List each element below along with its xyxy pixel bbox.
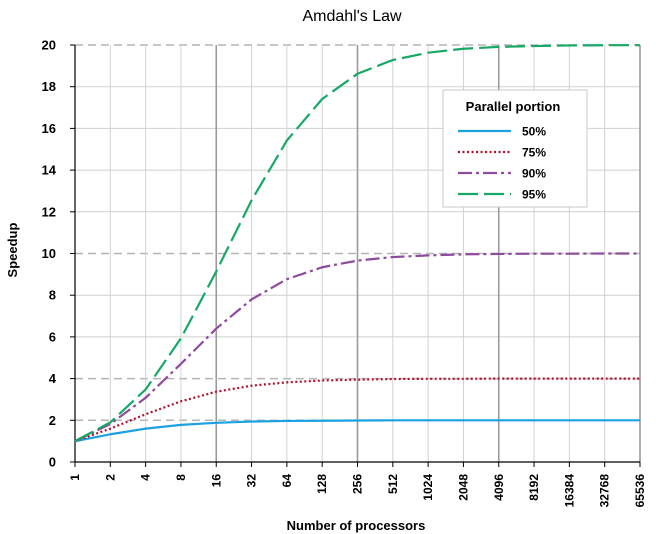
y-tick-label: 16 — [42, 121, 56, 136]
series-line-50pct — [74, 419, 640, 443]
x-tick-label: 4 — [139, 474, 153, 481]
x-tick-label: 2 — [103, 474, 117, 481]
y-tick-label: 4 — [49, 371, 57, 386]
legend-items: 50% 75% 90% 95% — [458, 125, 546, 202]
x-tick-label: 16 — [209, 474, 223, 488]
y-tick-label: 14 — [42, 163, 57, 178]
legend-label: 90% — [522, 167, 546, 181]
x-axis-label: Number of processors — [287, 518, 426, 533]
x-tick-label: 64 — [280, 474, 294, 488]
y-tick-label: 20 — [42, 38, 56, 53]
legend-title: Parallel portion — [466, 99, 561, 114]
legend-label: 75% — [522, 146, 546, 160]
y-tick-label: 18 — [42, 79, 56, 94]
y-tick-label: 10 — [42, 246, 56, 261]
x-tick-label: 256 — [351, 474, 365, 494]
x-tick-label: 1 — [68, 474, 82, 481]
y-tick-label: 8 — [49, 288, 56, 303]
legend: Parallel portion 50% 75% 90% 95% — [442, 89, 588, 208]
x-tick-label: 128 — [315, 474, 329, 494]
x-tick-label: 32 — [245, 474, 259, 488]
x-tick-label: 1024 — [421, 474, 435, 501]
chart-title: Amdahl's Law — [302, 8, 402, 25]
series-line-95pct — [74, 44, 640, 443]
y-tick-labels: 0 2 4 6 8 10 12 14 16 18 20 — [42, 38, 75, 470]
x-tick-label: 16384 — [562, 474, 576, 508]
x-tick-label: 2048 — [456, 474, 470, 501]
x-tick-labels: 1 2 4 8 16 32 64 128 256 512 1024 2048 4096 8192 16384… — [68, 462, 647, 507]
series-line-90pct — [74, 252, 640, 443]
x-tick-label: 512 — [386, 474, 400, 494]
legend-label: 50% — [522, 125, 546, 139]
x-tick-label: 32768 — [598, 474, 612, 508]
series-line-75pct — [74, 377, 640, 443]
legend-box — [442, 89, 588, 208]
y-tick-label: 0 — [49, 455, 56, 470]
y-axis-label: Speedup — [5, 222, 20, 277]
y-tick-label: 12 — [42, 204, 56, 219]
x-tick-label: 65536 — [633, 474, 647, 508]
x-tick-label: 8 — [174, 474, 188, 481]
y-tick-label: 2 — [49, 413, 56, 428]
x-tick-label: 4096 — [492, 474, 506, 501]
series-layer — [74, 44, 640, 443]
x-tick-label: 8192 — [527, 474, 541, 501]
y-tick-label: 6 — [49, 329, 56, 344]
legend-label: 95% — [522, 188, 546, 202]
